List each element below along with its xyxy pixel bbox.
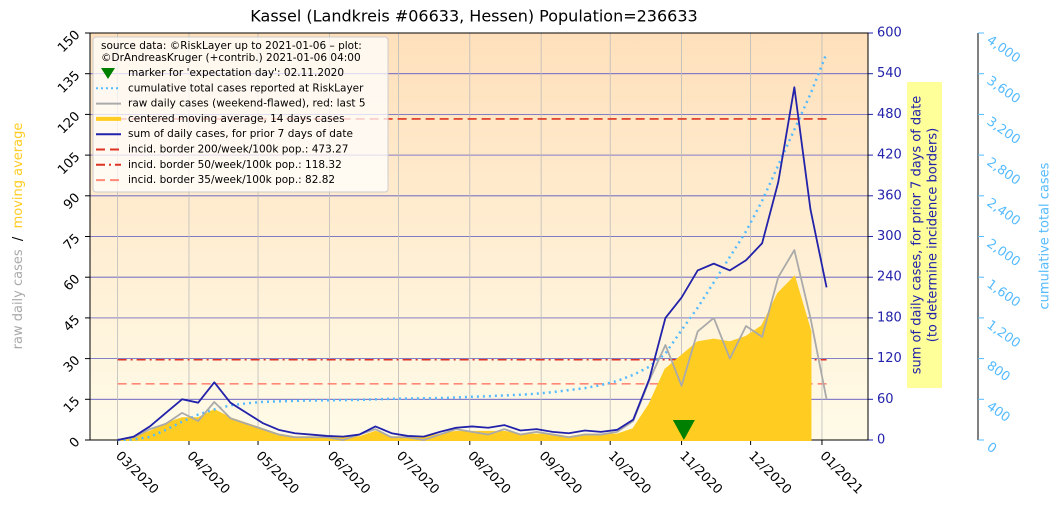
- y2-tick-label: 0: [877, 433, 885, 448]
- y-axis-label-part: raw daily cases: [11, 241, 26, 349]
- x-tick-label: 11/2020: [676, 449, 725, 498]
- legend-label: raw daily cases (weekend-flawed), red: l…: [128, 98, 366, 110]
- y3-tick-label: 2,800: [984, 155, 1023, 189]
- x-tick-label: 01/2021: [817, 449, 866, 498]
- x-tick-label: 10/2020: [605, 449, 654, 498]
- y-tick-label: 135: [55, 68, 83, 96]
- legend-label: incid. border 50/week/100k pop.: 118.32: [128, 159, 342, 171]
- y2-axis-label: sum of daily cases, for prior 7 days of …: [910, 96, 925, 375]
- y3-tick-label: 2,000: [984, 236, 1023, 270]
- y2-tick-label: 60: [877, 392, 894, 407]
- y-tick-label: 45: [61, 313, 83, 335]
- y2-tick-label: 240: [877, 270, 902, 285]
- line: [117, 86, 828, 441]
- source-text: source data: ©RiskLayer up to 2021-01-06…: [101, 40, 362, 52]
- y3-tick-label: 800: [984, 358, 1013, 385]
- line: [117, 249, 828, 441]
- y-tick-label: 120: [55, 109, 83, 137]
- legend-label: incid. border 200/week/100k pop.: 473.27: [128, 144, 348, 156]
- legend-label: sum of daily cases, for prior 7 days of …: [128, 128, 353, 140]
- line: [117, 52, 828, 442]
- x-tick-label: 04/2020: [184, 449, 233, 498]
- y3-tick-label: 1,600: [984, 277, 1023, 311]
- x-tick-label: 09/2020: [536, 449, 585, 498]
- x-tick-label: 05/2020: [253, 449, 302, 498]
- y2-axis-label: (to determine incidence borders): [926, 128, 941, 343]
- x-tick-label: 07/2020: [393, 449, 442, 498]
- chart-title: Kassel (Landkreis #06633, Hessen) Popula…: [250, 7, 697, 26]
- y2-tick-label: 480: [877, 107, 902, 122]
- legend-label: incid. border 35/week/100k pop.: 82.82: [128, 174, 335, 186]
- legend-symbol: [101, 68, 115, 79]
- y2-tick-label: 300: [877, 229, 902, 244]
- y3-tick-label: 3,200: [984, 114, 1023, 148]
- y3-tick-label: 2,400: [984, 196, 1023, 230]
- y3-axis-label: cumulative total cases: [1038, 162, 1053, 309]
- y-tick-label: 90: [61, 190, 83, 212]
- y-tick-label: 30: [61, 353, 83, 375]
- y2-tick-label: 420: [877, 148, 902, 163]
- legend-label: centered moving average, 14 days cases: [128, 113, 345, 125]
- x-tick-label: 06/2020: [324, 449, 373, 498]
- y-tick-label: 150: [55, 28, 83, 56]
- y-tick-label: 15: [61, 394, 83, 416]
- x-tick-label: 03/2020: [112, 449, 161, 498]
- y-axis-label: raw daily cases / moving average: [11, 123, 26, 350]
- source-text: ©DrAndreasKruger (+contrib.) 2021-01-06 …: [101, 52, 361, 64]
- expectation-marker: [672, 420, 695, 440]
- y-tick-label: 75: [61, 231, 83, 253]
- y3-tick-label: 3,600: [984, 74, 1023, 108]
- y2-tick-label: 540: [877, 66, 902, 81]
- y-tick-label: 105: [55, 150, 83, 178]
- legend-label: cumulative total cases reported at RiskL…: [128, 82, 364, 94]
- x-tick-label: 12/2020: [745, 449, 794, 498]
- y3-tick-label: 0: [984, 440, 999, 457]
- y-axis-label-part: moving average: [11, 123, 26, 229]
- x-tick-label: 08/2020: [464, 449, 513, 498]
- y2-tick-label: 360: [877, 188, 902, 203]
- legend-label: marker for 'expectation day': 02.11.2020: [128, 67, 344, 79]
- y2-tick-label: 120: [877, 351, 902, 366]
- y2-tick-label: 180: [877, 310, 902, 325]
- y2-tick-label: 600: [877, 26, 902, 41]
- y3-tick-label: 1,200: [984, 318, 1023, 352]
- y-tick-label: 60: [61, 272, 83, 294]
- y-tick-label: 0: [67, 435, 83, 451]
- y3-tick-label: 400: [984, 399, 1013, 426]
- y2-label-box: [907, 82, 942, 388]
- legend-box: [92, 36, 389, 193]
- y-axis-label-part: /: [11, 228, 26, 241]
- y3-tick-label: 4,000: [984, 33, 1023, 67]
